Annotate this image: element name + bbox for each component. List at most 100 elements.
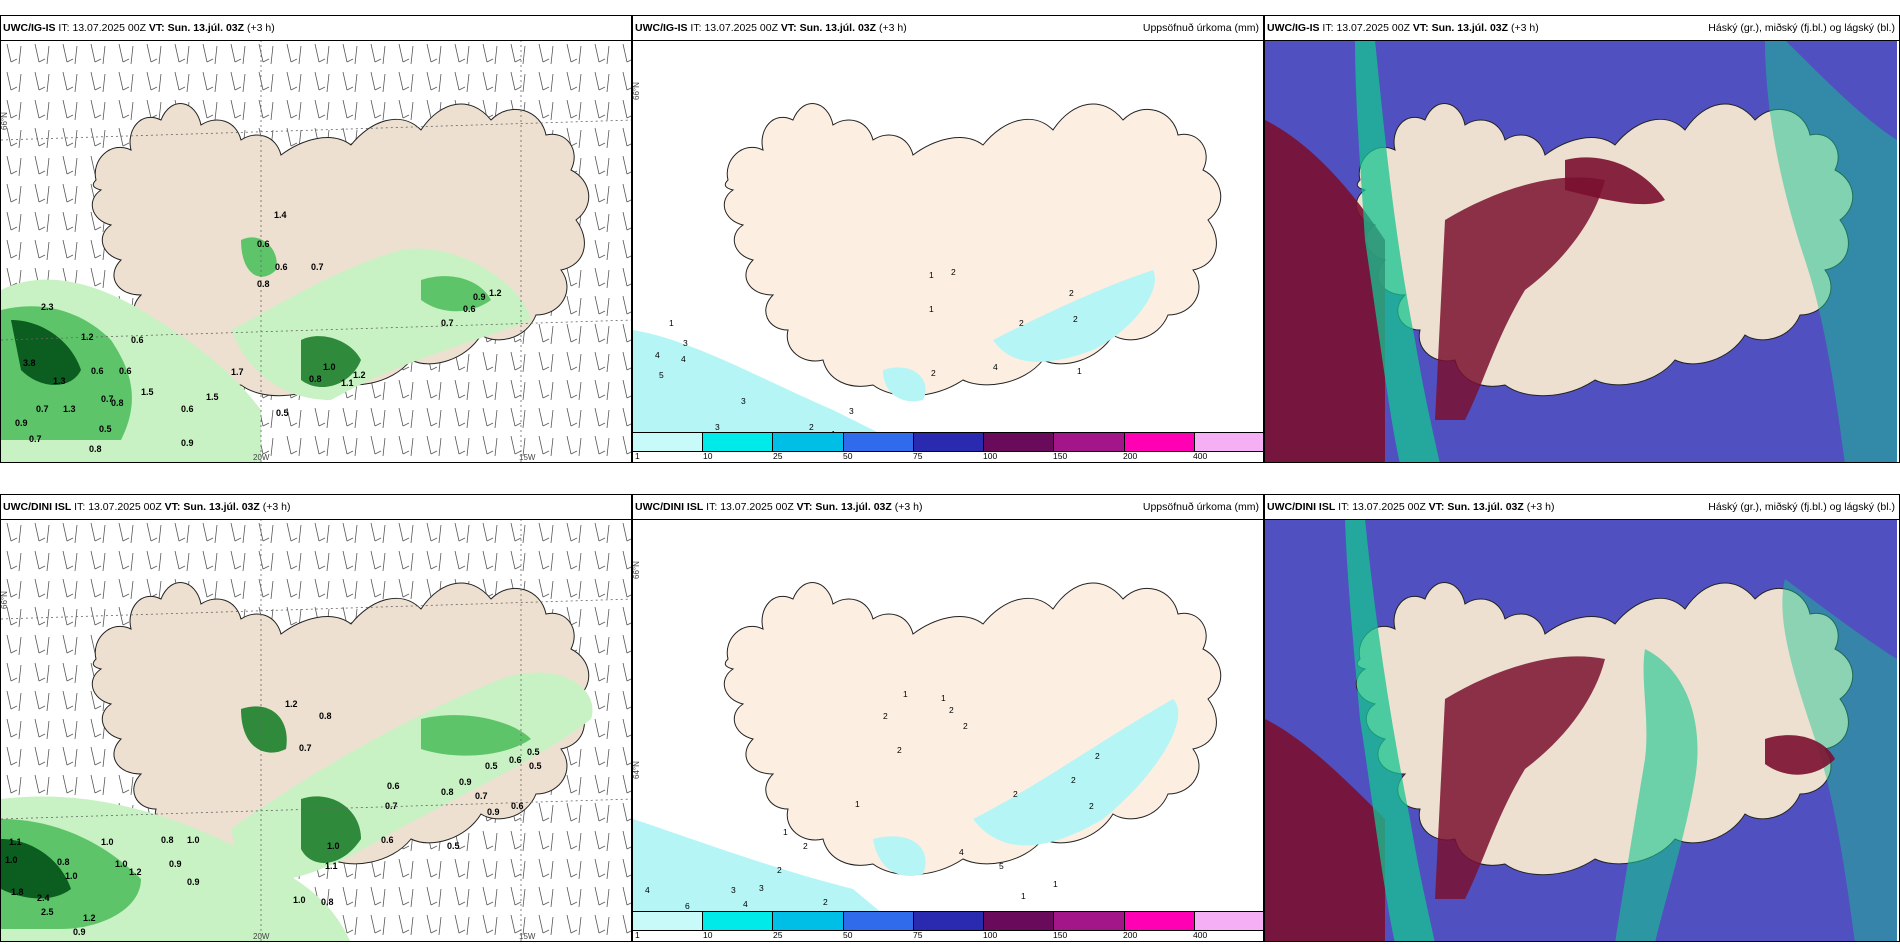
value-label: 0.6 bbox=[119, 366, 132, 376]
model-name: UWC/IG-IS bbox=[635, 22, 688, 34]
value-label: 3 bbox=[683, 338, 688, 348]
value-label: 1.3 bbox=[63, 404, 76, 414]
colorbar-tick: 200 bbox=[1123, 930, 1138, 940]
value-label: 0.6 bbox=[381, 835, 394, 845]
colorbar-cell bbox=[984, 433, 1055, 451]
lat-label-64: 64°N bbox=[633, 761, 641, 779]
vt-value: Sun. 13.júl. 03Z bbox=[183, 501, 260, 513]
value-label: 1.2 bbox=[129, 867, 142, 877]
value-label: 0.8 bbox=[89, 444, 102, 454]
it-value: 13.07.2025 00Z bbox=[720, 501, 794, 513]
colorbar-tick: 200 bbox=[1123, 451, 1138, 461]
value-label: 4 bbox=[655, 350, 660, 360]
value-label: 1.1 bbox=[9, 837, 22, 847]
colorbar-tick: 150 bbox=[1053, 930, 1068, 940]
value-label: 4 bbox=[959, 847, 964, 857]
offset-label: (+3 h) bbox=[1526, 501, 1555, 513]
panel-header: UWC/IG-IS IT: 13.07.2025 00Z VT: Sun. 13… bbox=[633, 16, 1263, 41]
value-label: 0.7 bbox=[475, 791, 488, 801]
value-label: 1.0 bbox=[101, 837, 114, 847]
value-label: 3 bbox=[731, 885, 736, 895]
value-label: 2.4 bbox=[37, 893, 50, 903]
value-label: 0.6 bbox=[131, 335, 144, 345]
value-label: 6 bbox=[685, 901, 690, 911]
value-label: 0.8 bbox=[111, 398, 124, 408]
value-label: 0.6 bbox=[511, 801, 524, 811]
value-label: 2 bbox=[1089, 801, 1094, 811]
it-value: 13.07.2025 00Z bbox=[1352, 501, 1426, 513]
colorbar-labels: 1 10 25 50 75 100 150 200 400 bbox=[633, 930, 1263, 941]
it-label: IT: bbox=[690, 22, 702, 34]
value-label: 2 bbox=[1069, 288, 1074, 298]
panel-header: UWC/DINI ISL IT: 13.07.2025 00Z VT: Sun.… bbox=[633, 495, 1263, 520]
lat-label-66: 66°N bbox=[633, 561, 641, 579]
it-label: IT: bbox=[706, 501, 718, 513]
value-label: 1.1 bbox=[325, 861, 338, 871]
value-label: 1.4 bbox=[274, 210, 287, 220]
it-value: 13.07.2025 00Z bbox=[704, 22, 778, 34]
vt-value: Sun. 13.júl. 03Z bbox=[167, 22, 245, 34]
value-label: 0.7 bbox=[441, 318, 454, 328]
value-label: 1.5 bbox=[206, 392, 219, 402]
value-label: 0.8 bbox=[441, 787, 454, 797]
value-label: 2 bbox=[803, 841, 808, 851]
panel-title: Háský (gr.), miðský (fj.bl.) og lágský (… bbox=[1708, 22, 1895, 34]
colorbar-cells bbox=[633, 911, 1263, 931]
colorbar-cell bbox=[1054, 433, 1125, 451]
colorbar-tick: 10 bbox=[703, 930, 713, 940]
header-text: UWC/DINI ISL IT: 13.07.2025 00Z VT: Sun.… bbox=[635, 495, 922, 519]
value-label: 0.5 bbox=[529, 761, 542, 771]
panel-header: UWC/DINI ISL IT: 13.07.2025 00Z VT: Sun.… bbox=[1265, 495, 1899, 520]
value-label: 0.6 bbox=[509, 755, 522, 765]
value-label: 4 bbox=[645, 885, 650, 895]
lat-label-66: 66°N bbox=[1, 112, 9, 130]
panel-title: Uppsöfnuð úrkoma (mm) bbox=[1142, 501, 1259, 513]
panel-clouds-bottom: UWC/DINI ISL IT: 13.07.2025 00Z VT: Sun.… bbox=[1264, 494, 1900, 942]
vt-label: VT: bbox=[164, 501, 181, 513]
offset-label: (+3 h) bbox=[894, 501, 923, 513]
value-label: 0.6 bbox=[275, 262, 288, 272]
colorbar-cell bbox=[843, 912, 914, 930]
header-text: UWC/IG-IS IT: 13.07.2025 00Z VT: Sun. 13… bbox=[3, 16, 275, 40]
value-label: 1 bbox=[855, 799, 860, 809]
precip-values: 1.1 1.0 1.8 2.4 2.5 1.2 0.9 0.8 1.0 1.0 … bbox=[5, 699, 542, 937]
value-label: 0.7 bbox=[311, 262, 324, 272]
colorbar-tick: 1 bbox=[635, 930, 640, 940]
value-label: 4 bbox=[743, 899, 748, 909]
model-name: UWC/DINI ISL bbox=[635, 501, 704, 513]
lat-label-66: 66°N bbox=[1, 591, 9, 609]
value-label: 1.2 bbox=[489, 288, 502, 298]
lat-label-66: 66°N bbox=[633, 82, 641, 100]
lon-label-15w: 15W bbox=[519, 453, 536, 462]
panel-accum-precip-top: UWC/IG-IS IT: 13.07.2025 00Z VT: Sun. 13… bbox=[632, 15, 1264, 463]
lon-label-15w: 15W bbox=[519, 932, 536, 941]
colorbar-cell bbox=[633, 433, 704, 451]
colorbar-cell bbox=[633, 912, 704, 930]
panel-title: Uppsöfnuð úrkoma (mm) bbox=[1142, 22, 1259, 34]
value-label: 2 bbox=[931, 368, 936, 378]
colorbar-tick: 10 bbox=[703, 451, 713, 461]
model-name: UWC/DINI ISL bbox=[1267, 501, 1336, 513]
it-label: IT: bbox=[58, 22, 70, 34]
value-label: 2 bbox=[809, 422, 814, 432]
map-accum-precip: 66°N 64°N 1 1 2 2 2 1 4 2 5 2 2 2 2 1 1 … bbox=[633, 519, 1263, 941]
value-label: 1.5 bbox=[141, 387, 154, 397]
value-label: 1.2 bbox=[81, 332, 94, 342]
colorbar-cell bbox=[1124, 433, 1195, 451]
value-label: 1 bbox=[903, 689, 908, 699]
map-clouds bbox=[1265, 519, 1897, 941]
value-label: 0.9 bbox=[181, 438, 194, 448]
value-label: 0.6 bbox=[181, 404, 194, 414]
colorbar-tick: 400 bbox=[1193, 930, 1208, 940]
value-label: 3.8 bbox=[23, 358, 36, 368]
value-label: 0.9 bbox=[169, 859, 182, 869]
it-value: 13.07.2025 00Z bbox=[1336, 22, 1410, 34]
map-clouds bbox=[1265, 40, 1897, 462]
value-label: 4 bbox=[993, 362, 998, 372]
value-label: 0.8 bbox=[57, 857, 70, 867]
colorbar: 1 10 25 50 75 100 150 200 400 bbox=[633, 911, 1263, 941]
header-text: UWC/DINI ISL IT: 13.07.2025 00Z VT: Sun.… bbox=[3, 495, 290, 519]
value-label: 1.0 bbox=[5, 855, 18, 865]
panel-header: UWC/DINI ISL IT: 13.07.2025 00Z VT: Sun.… bbox=[1, 495, 631, 520]
map-wind-precip: 66°N 20W 15W 2.3 1.2 0.6 0.6 0.6 3.8 1.3… bbox=[1, 40, 631, 462]
